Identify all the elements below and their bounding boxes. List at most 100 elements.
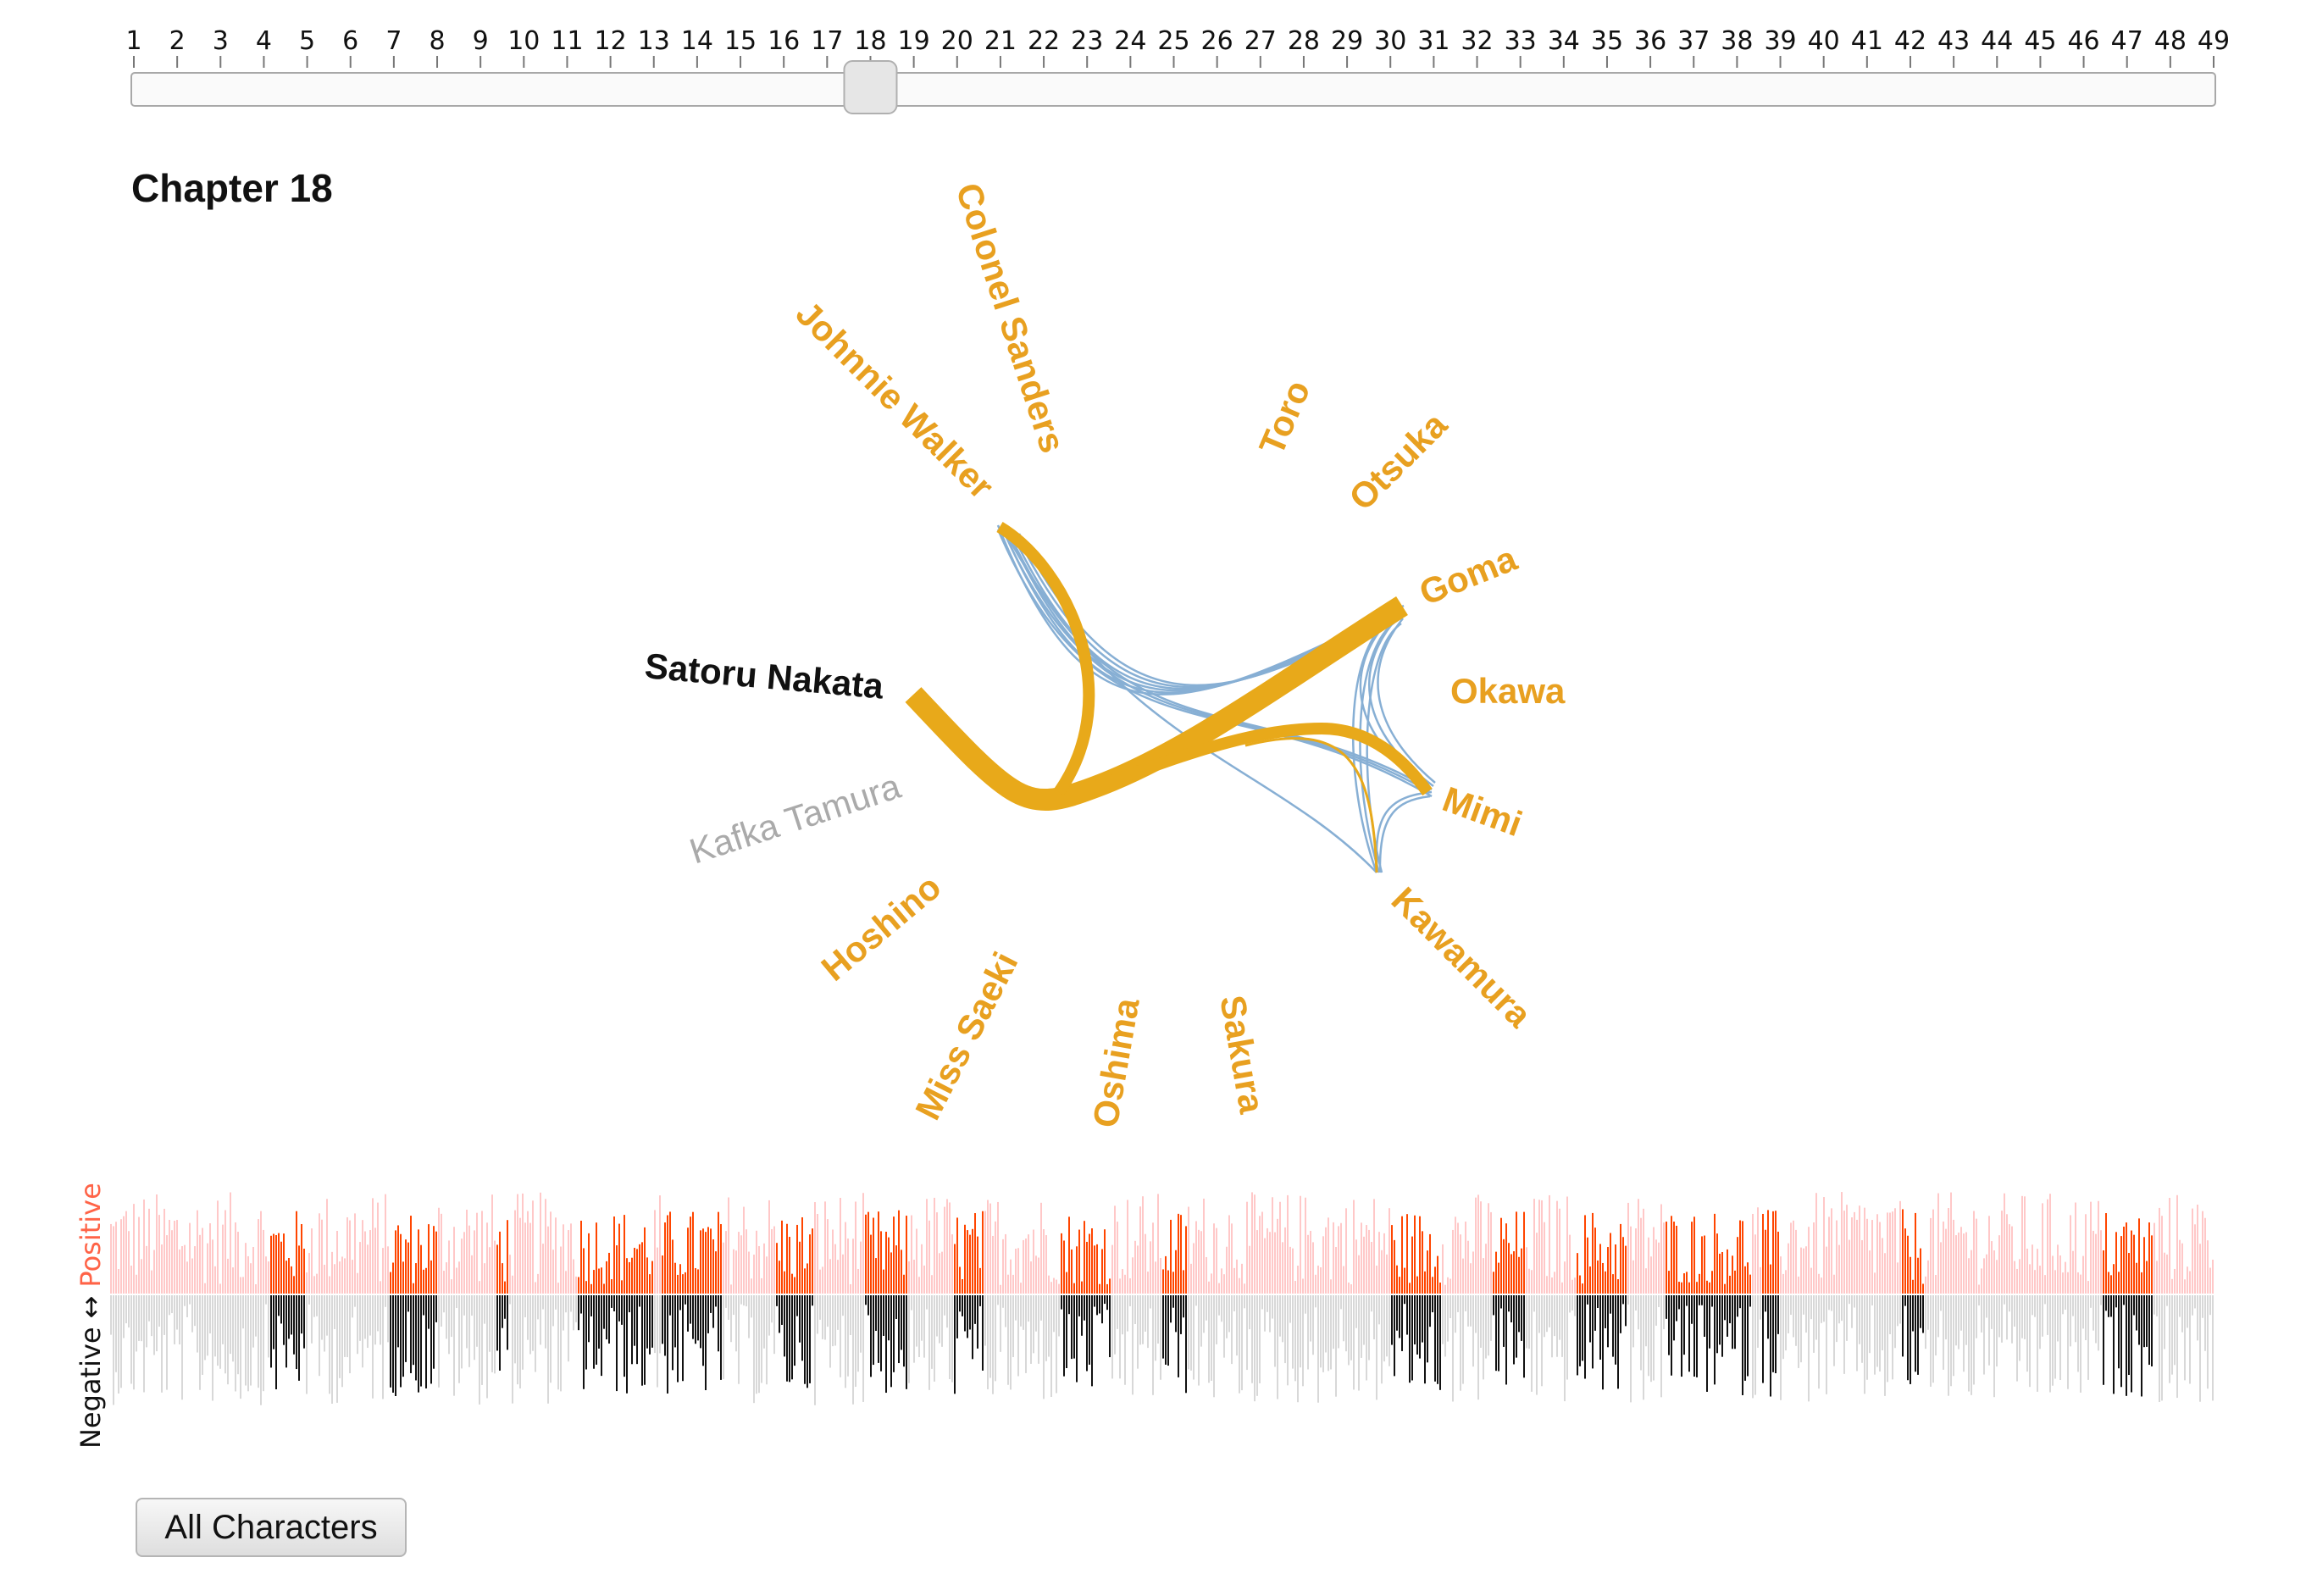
positive-sentiment-bar xyxy=(2082,1255,2084,1294)
negative-sentiment-bar xyxy=(1556,1295,1558,1357)
positive-sentiment-bar xyxy=(1551,1277,1553,1294)
negative-sentiment-bar xyxy=(1610,1295,1611,1314)
all-characters-button[interactable]: All Characters xyxy=(136,1498,407,1557)
character-label-oshima[interactable]: Oshima xyxy=(1085,995,1147,1131)
negative-sentiment-bar xyxy=(1836,1295,1838,1343)
positive-sentiment-bar xyxy=(227,1258,229,1294)
character-label-miss-saeki[interactable]: Miss Saeki xyxy=(907,945,1025,1126)
positive-sentiment-bar xyxy=(1427,1250,1428,1294)
positive-sentiment-bar xyxy=(1251,1192,1253,1294)
positive-sentiment-bar xyxy=(1838,1244,1840,1294)
positive-sentiment-bar xyxy=(425,1267,427,1294)
negative-sentiment-bar xyxy=(1432,1295,1433,1313)
negative-sentiment-bar xyxy=(1307,1295,1309,1370)
negative-sentiment-bar xyxy=(596,1295,597,1365)
positive-sentiment-bar xyxy=(1223,1274,1225,1294)
chapter-slider[interactable]: 1 2 3 4 5 6 7 8 9 10 11 12 13 14 15 16 17 18 19 20 21 22 23 24 2… xyxy=(125,26,2230,114)
negative-sentiment-bar xyxy=(728,1295,729,1320)
positive-sentiment-bar xyxy=(1699,1273,1700,1294)
positive-sentiment-bar xyxy=(1874,1272,1876,1294)
positive-sentiment-bar xyxy=(263,1229,264,1294)
negative-sentiment-bar xyxy=(1615,1295,1616,1365)
positive-sentiment-bar xyxy=(779,1261,780,1294)
positive-sentiment-bar xyxy=(1541,1200,1543,1294)
negative-sentiment-bar xyxy=(2123,1295,2125,1305)
character-label-mimi[interactable]: Mimi xyxy=(1438,779,1527,844)
negative-sentiment-bar xyxy=(1932,1295,1934,1383)
character-label-kawamura[interactable]: Kawamura xyxy=(1384,879,1540,1035)
negative-sentiment-bar xyxy=(2100,1295,2102,1305)
character-label-johnnie-walker[interactable]: Johnnie Walker xyxy=(789,293,1002,507)
positive-sentiment-bar xyxy=(1416,1276,1418,1294)
negative-sentiment-bar xyxy=(865,1295,867,1305)
slider-tick-label: 42 xyxy=(1894,26,1926,56)
negative-sentiment-bar xyxy=(1813,1295,1815,1353)
negative-sentiment-bar xyxy=(923,1295,925,1358)
negative-sentiment-bar xyxy=(2062,1295,2064,1315)
positive-sentiment-bar xyxy=(522,1193,524,1294)
positive-sentiment-bar xyxy=(1455,1216,1456,1294)
character-label-kafka-tamura[interactable]: Kafka Tamura xyxy=(685,766,906,872)
positive-sentiment-bar xyxy=(748,1251,750,1294)
positive-sentiment-bar xyxy=(1767,1210,1769,1294)
positive-sentiment-bar xyxy=(1643,1208,1644,1294)
positive-sentiment-bar xyxy=(873,1217,874,1294)
positive-sentiment-bar xyxy=(341,1256,343,1294)
positive-sentiment-bar xyxy=(1355,1239,1357,1294)
positive-sentiment-bar xyxy=(1056,1279,1057,1294)
slider-handle[interactable] xyxy=(843,60,898,114)
character-label-colonel-sanders[interactable]: Colonel Sanders xyxy=(948,178,1073,457)
character-label-otsuka[interactable]: Otsuka xyxy=(1341,404,1455,518)
negative-sentiment-bar xyxy=(1688,1295,1690,1372)
negative-sentiment-bar xyxy=(1076,1295,1078,1383)
positive-sentiment-bar xyxy=(1737,1237,1738,1294)
negative-sentiment-bar xyxy=(319,1295,320,1377)
negative-sentiment-bar xyxy=(1017,1295,1019,1377)
character-label-okawa[interactable]: Okawa xyxy=(1450,671,1566,711)
positive-sentiment-bar xyxy=(563,1224,564,1294)
positive-sentiment-bar xyxy=(2001,1211,2003,1294)
character-label-sakura[interactable]: Sakura xyxy=(1212,992,1272,1117)
negative-sentiment-bar xyxy=(1048,1295,1050,1357)
positive-sentiment-bar xyxy=(613,1216,615,1294)
positive-sentiment-bar xyxy=(252,1247,254,1294)
positive-sentiment-bar xyxy=(1340,1222,1342,1294)
positive-sentiment-bar xyxy=(385,1194,386,1294)
negative-sentiment-bar xyxy=(1599,1295,1601,1360)
slider-tick-label: 49 xyxy=(2198,26,2230,56)
positive-sentiment-bar xyxy=(1648,1237,1649,1294)
negative-sentiment-bar xyxy=(280,1295,282,1324)
negative-sentiment-bar xyxy=(1409,1295,1411,1383)
negative-sentiment-bar xyxy=(1884,1295,1886,1396)
positive-sentiment-bar xyxy=(1399,1277,1400,1294)
slider-tick-label: 20 xyxy=(941,26,973,56)
negative-sentiment-bar xyxy=(1912,1295,1914,1332)
negative-sentiment-bar xyxy=(695,1295,696,1344)
positive-sentiment-bar xyxy=(415,1263,417,1294)
positive-sentiment-bar xyxy=(555,1217,557,1294)
negative-sentiment-bar xyxy=(1188,1295,1189,1370)
negative-sentiment-bar xyxy=(1208,1295,1210,1383)
positive-sentiment-bar xyxy=(954,1244,956,1294)
negative-sentiment-bar xyxy=(1719,1295,1721,1345)
slider-track[interactable] xyxy=(130,72,2216,107)
positive-sentiment-bar xyxy=(1650,1256,1652,1294)
negative-sentiment-bar xyxy=(2166,1295,2168,1306)
positive-sentiment-bar xyxy=(1025,1238,1027,1294)
negative-sentiment-bar xyxy=(776,1295,778,1306)
negative-sentiment-bar xyxy=(1887,1295,1888,1383)
negative-sentiment-bar xyxy=(509,1295,511,1305)
character-label-hoshino[interactable]: Hoshino xyxy=(814,867,949,989)
negative-sentiment-bar xyxy=(1531,1295,1533,1392)
positive-sentiment-bar xyxy=(1045,1235,1047,1294)
negative-sentiment-bar xyxy=(369,1295,371,1336)
character-label-satoru-nakata[interactable]: Satoru Nakata xyxy=(643,646,885,706)
character-label-goma[interactable]: Goma xyxy=(1414,538,1523,612)
positive-sentiment-bar xyxy=(407,1242,409,1294)
positive-sentiment-bar xyxy=(529,1222,531,1294)
character-label-toro[interactable]: Toro xyxy=(1251,374,1318,460)
negative-sentiment-bar xyxy=(2159,1295,2160,1403)
negative-sentiment-bar xyxy=(1206,1295,1207,1321)
positive-sentiment-bar xyxy=(1681,1282,1682,1294)
positive-sentiment-bar xyxy=(1134,1240,1136,1294)
